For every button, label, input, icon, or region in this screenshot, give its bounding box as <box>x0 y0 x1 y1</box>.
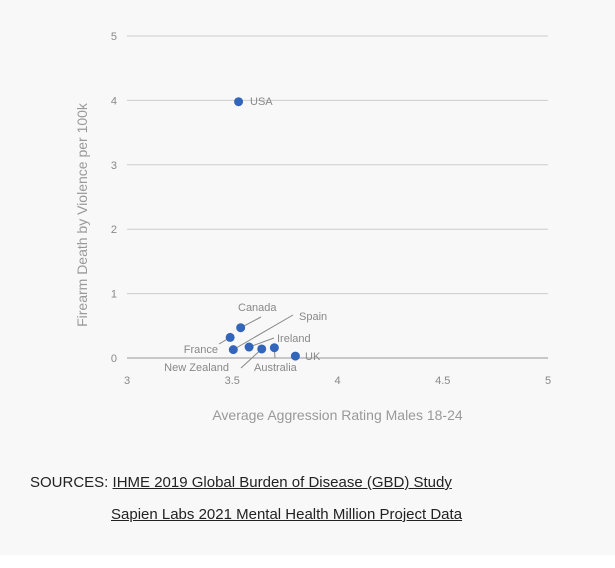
point-label: Ireland <box>277 333 311 345</box>
data-point <box>257 344 267 354</box>
point-label: France <box>184 344 218 356</box>
x-tick-label: 3 <box>124 375 130 387</box>
y-tick-label: 4 <box>111 95 117 107</box>
y-tick-label: 5 <box>111 31 117 43</box>
source-link-ihme[interactable]: IHME 2019 Global Burden of Disease (GBD)… <box>112 474 452 491</box>
sources-line-2: Sapien Labs 2021 Mental Health Million P… <box>111 506 462 523</box>
point-label: UK <box>305 351 321 363</box>
point-label: Australia <box>254 362 298 374</box>
leader-line <box>240 348 263 369</box>
y-tick-label: 0 <box>111 353 117 365</box>
data-point <box>269 343 279 353</box>
y-tick-label: 3 <box>111 160 117 172</box>
leader-line <box>233 314 294 351</box>
y-tick-label: 1 <box>111 289 117 301</box>
chart-panel: 0 1 2 3 4 5 3 3.5 4 4.5 5 Average Aggression Rating… <box>30 31 552 523</box>
point-label: New Zealand <box>164 362 229 374</box>
sources-prefix: SOURCES: <box>30 474 109 491</box>
x-tick-label: 4 <box>334 375 340 387</box>
y-axis-title: Firearm Death by Violence per 100k <box>74 102 90 327</box>
point-label: USA <box>250 96 273 108</box>
data-point <box>290 351 300 361</box>
data-point <box>234 97 244 107</box>
point-label: Spain <box>299 311 327 323</box>
data-point <box>228 345 238 355</box>
sources-line-1: SOURCES: IHME 2019 Global Burden of Dise… <box>30 474 452 491</box>
x-axis-title: Average Aggression Rating Males 18-24 <box>212 407 463 423</box>
data-point <box>244 342 254 352</box>
source-link-sapien[interactable]: Sapien Labs 2021 Mental Health Million P… <box>111 506 463 523</box>
data-point <box>236 323 246 333</box>
x-tick-label: 3.5 <box>225 375 240 387</box>
point-label: Canada <box>238 302 277 314</box>
data-point <box>225 332 235 342</box>
scatter-chart: 0 1 2 3 4 5 3 3.5 4 4.5 5 Average Aggression Rating… <box>74 31 551 423</box>
x-tick-label: 5 <box>545 375 551 387</box>
y-tick-label: 2 <box>111 224 117 236</box>
x-tick-label: 4.5 <box>435 375 450 387</box>
